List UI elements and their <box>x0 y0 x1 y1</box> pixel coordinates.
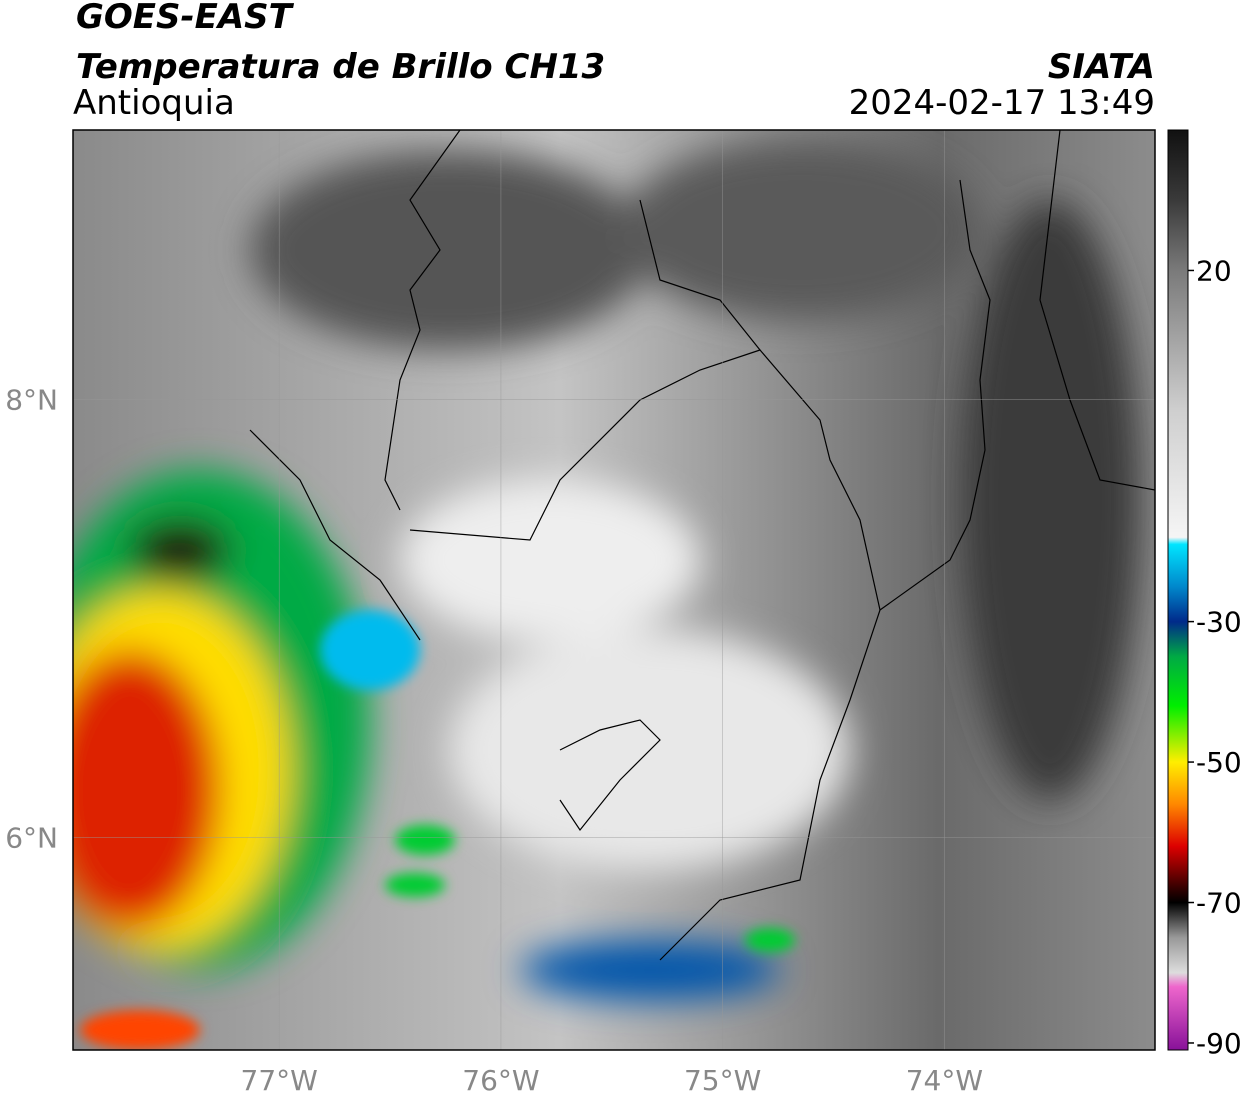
lon-tick-label: 74°W <box>906 1064 983 1097</box>
satellite-image <box>73 130 1155 1050</box>
colorbar: 20 -30 -50 -70 -90 <box>1167 129 1242 1060</box>
lon-tick-label: 76°W <box>462 1064 539 1097</box>
datetime: 2024-02-17 13:49 <box>849 83 1155 123</box>
colorbar-tick-label: -90 <box>1196 1027 1242 1060</box>
agency: SIATA <box>1048 47 1155 87</box>
lat-tick-label: 6°N <box>5 822 58 855</box>
colorbar-tick-label: 20 <box>1196 254 1232 287</box>
title: GOES-EAST <box>76 0 295 37</box>
graticule <box>73 130 1155 1050</box>
subtitle: Temperatura de Brillo CH13 <box>76 47 605 87</box>
region: Antioquia <box>73 83 235 123</box>
lon-tick-label: 75°W <box>684 1064 761 1097</box>
colorbar-tick-label: -30 <box>1196 606 1242 639</box>
colorbar-tick-label: -70 <box>1196 887 1242 920</box>
lon-tick-label: 77°W <box>241 1064 318 1097</box>
map-frame <box>72 129 1156 1051</box>
colorbar-fill <box>1167 129 1189 1051</box>
colorbar-tick-label: -50 <box>1196 746 1242 779</box>
lat-tick-label: 8°N <box>5 383 58 416</box>
